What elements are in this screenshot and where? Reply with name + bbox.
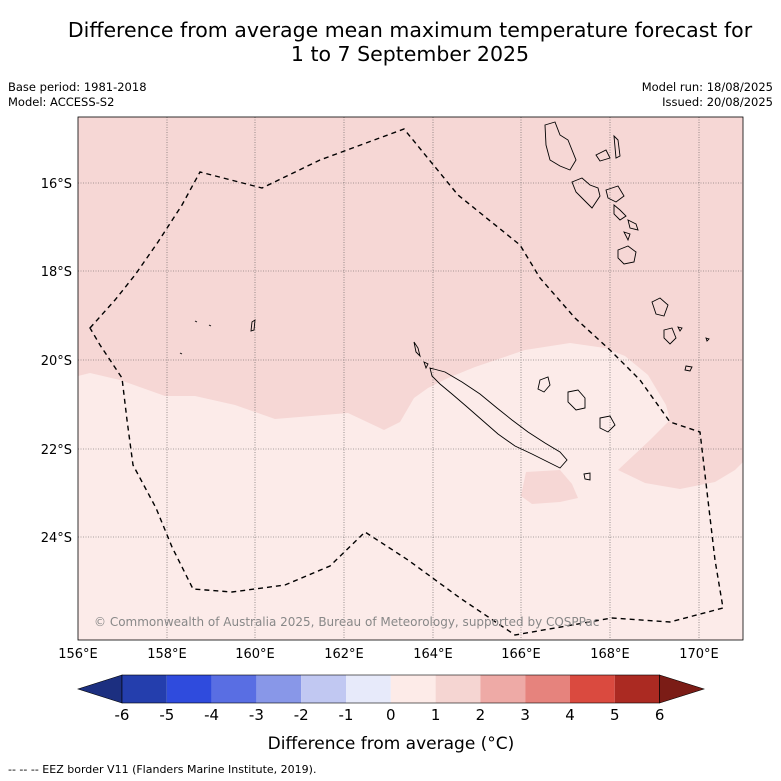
lon-label-164e: 164°E <box>413 647 453 662</box>
eez-border <box>89 128 724 636</box>
colorbar-swatch <box>166 675 212 703</box>
lon-labels: 156°E 158°E 160°E 162°E 164°E 166°E 168°… <box>58 647 719 662</box>
colorbar-tick-label: 6 <box>655 706 665 724</box>
model-run: Model run: 18/08/2025 <box>641 80 773 94</box>
colorbar-tick-label: 3 <box>520 706 530 724</box>
lat-label-16s: 16°S <box>41 177 72 192</box>
colorbar-swatch <box>211 675 257 703</box>
anomaly-region-0-to-1 <box>78 343 743 640</box>
colorbar-tick-label: 2 <box>476 706 486 724</box>
base-period: Base period: 1981-2018 <box>8 80 147 94</box>
lon-label-160e: 160°E <box>235 647 275 662</box>
coastlines <box>179 121 710 481</box>
title-line-2: 1 to 7 September 2025 <box>290 42 530 66</box>
colorbar-frame <box>121 674 660 704</box>
colorbar-tick-label: -4 <box>204 706 219 724</box>
colorbar-tick-label: -2 <box>294 706 309 724</box>
lat-labels: 16°S 18°S 20°S 22°S 24°S <box>41 177 72 546</box>
meta-left: Base period: 1981-2018 Model: ACCESS-S2 <box>8 80 147 110</box>
colorbar-swatch <box>346 675 391 703</box>
colorbar-swatch <box>390 675 436 703</box>
lat-label-22s: 22°S <box>41 443 72 458</box>
meta-right: Model run: 18/08/2025 Issued: 20/08/2025 <box>642 80 773 110</box>
colorbar-swatch <box>122 675 167 703</box>
lat-label-18s: 18°S <box>41 265 72 280</box>
lat-label-24s: 24°S <box>41 531 72 546</box>
colorbar-tick-label: -1 <box>339 706 354 724</box>
colorbar-swatch <box>301 675 346 703</box>
colorbar-tick-label: 1 <box>431 706 441 724</box>
colorbar-swatch <box>570 675 615 703</box>
colorbar-swatch <box>525 675 570 703</box>
eez-footnote: -- -- -- EEZ border V11 (Flanders Marine… <box>8 763 317 776</box>
colorbar-swatch <box>480 675 526 703</box>
chart-title: Difference from average mean maximum tem… <box>0 18 781 66</box>
lon-label-166e: 166°E <box>501 647 541 662</box>
graticule <box>78 117 743 640</box>
copyright-text: © Commonwealth of Australia 2025, Bureau… <box>94 615 599 629</box>
colorbar-tick-label: -6 <box>115 706 130 724</box>
colorbar-swatch <box>614 675 660 703</box>
issued-date: Issued: 20/08/2025 <box>662 95 773 109</box>
colorbar-extend-low <box>77 674 123 704</box>
lon-label-156e: 156°E <box>58 647 98 662</box>
new-caledonia-outline <box>429 367 568 469</box>
colorbar-tick-label: -3 <box>249 706 264 724</box>
lon-label-168e: 168°E <box>590 647 630 662</box>
colorbar-tick-label: -5 <box>159 706 174 724</box>
colorbar-tick-label: 0 <box>386 706 396 724</box>
colorbar: -6 -5 -4 -3 -2 -1 0 1 2 3 4 5 6 <box>77 674 705 724</box>
lon-label-170e: 170°E <box>679 647 719 662</box>
anomaly-patch-south <box>521 470 578 504</box>
colorbar-extend-high <box>659 674 705 704</box>
lat-label-20s: 20°S <box>41 354 72 369</box>
colorbar-swatch <box>256 675 302 703</box>
colorbar-swatch <box>435 675 481 703</box>
model-name: Model: ACCESS-S2 <box>8 95 115 109</box>
map-area <box>78 117 743 640</box>
lon-label-158e: 158°E <box>147 647 187 662</box>
colorbar-tick-label: 5 <box>610 706 620 724</box>
colorbar-tick-label: 4 <box>565 706 575 724</box>
lon-label-162e: 162°E <box>324 647 364 662</box>
colorbar-label: Difference from average (°C) <box>268 734 515 754</box>
map-frame <box>77 116 744 641</box>
title-line-1: Difference from average mean maximum tem… <box>67 18 753 42</box>
